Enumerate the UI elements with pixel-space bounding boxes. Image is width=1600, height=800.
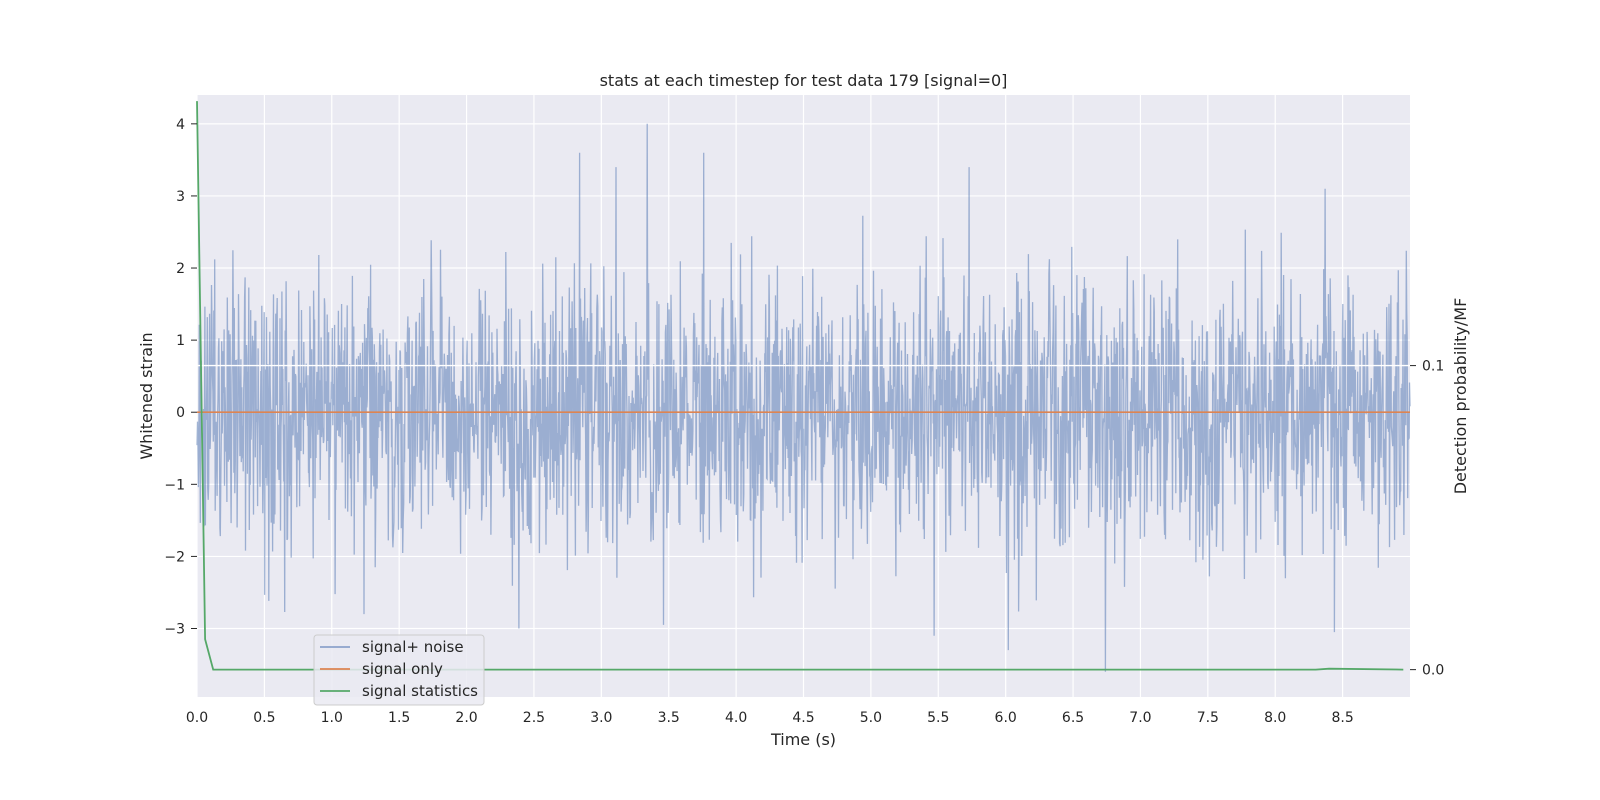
x-tick-label: 7.0 <box>1129 710 1151 726</box>
x-tick-label: 4.5 <box>792 710 814 726</box>
y-tick-label: 0 <box>176 405 185 421</box>
x-tick-label: 5.5 <box>927 710 949 726</box>
x-tick-label: 1.0 <box>321 710 343 726</box>
legend-label-noise: signal+ noise <box>362 638 464 656</box>
x-tick-label: 5.0 <box>860 710 882 726</box>
y-tick-label: 1 <box>176 333 185 349</box>
x-tick-label: 3.0 <box>590 710 612 726</box>
axis-ticks: 0.0 0.5 1.0 1.5 2.0 2.5 3.0 3.5 4.0 4.5 5.0 5.5 6.0 6… <box>164 117 1444 726</box>
series-signal-plus-noise <box>196 123 1411 672</box>
x-axis-label: Time (s) <box>770 730 836 749</box>
y-tick-label: −2 <box>164 549 185 565</box>
y2-tick-label: 0.1 <box>1422 359 1444 375</box>
x-tick-label: 6.0 <box>995 710 1017 726</box>
x-tick-label: 7.5 <box>1197 710 1219 726</box>
line-signal-statistics <box>196 101 1404 671</box>
chart-title: stats at each timestep for test data 179… <box>600 71 1008 90</box>
x-tick-label: 1.5 <box>388 710 410 726</box>
series-lines <box>196 101 1410 671</box>
x-tick-label: 4.0 <box>725 710 747 726</box>
y2-axis-label: Detection probability/MF <box>1451 298 1470 495</box>
x-tick-label: 6.5 <box>1062 710 1084 726</box>
legend-box <box>313 634 485 706</box>
y-tick-label: 2 <box>176 261 185 277</box>
y-tick-label: 3 <box>176 189 185 205</box>
x-tick-label: 8.0 <box>1264 710 1286 726</box>
y2-tick-label: 0.0 <box>1422 663 1444 679</box>
y-tick-label: −3 <box>164 622 185 638</box>
legend: signal+ noise signal only signal statist… <box>313 634 485 706</box>
x-tick-label: 0.0 <box>186 710 208 726</box>
y-axis-label: Whitened strain <box>137 332 156 459</box>
legend-label-signal: signal only <box>362 660 443 678</box>
y-tick-label: 4 <box>176 117 185 133</box>
y-tick-label: −1 <box>164 477 185 493</box>
x-tick-label: 2.0 <box>455 710 477 726</box>
line-signal-plus-noise <box>196 123 1411 672</box>
legend-label-stats: signal statistics <box>362 682 478 700</box>
x-tick-label: 3.5 <box>658 710 680 726</box>
x-tick-label: 0.5 <box>253 710 275 726</box>
x-tick-label: 8.5 <box>1331 710 1353 726</box>
x-tick-label: 2.5 <box>523 710 545 726</box>
